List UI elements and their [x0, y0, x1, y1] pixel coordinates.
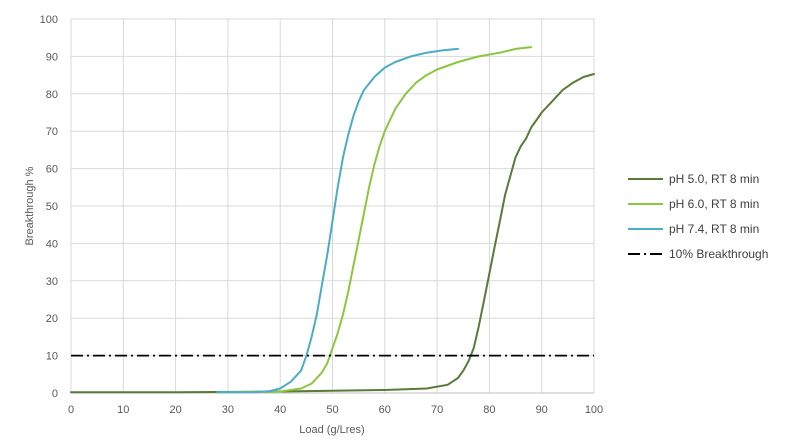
- x-tick-label: 100: [585, 404, 603, 416]
- x-tick-label: 40: [274, 404, 286, 416]
- y-tick-label: 20: [46, 313, 58, 325]
- legend-label-0: pH 5.0, RT 8 min: [669, 172, 759, 186]
- x-tick-label: 60: [379, 404, 391, 416]
- legend-label-2: pH 7.4, RT 8 min: [669, 222, 759, 236]
- legend-label-3: 10% Breakthrough: [669, 247, 768, 261]
- series-line-2: [216, 47, 459, 394]
- legend: pH 5.0, RT 8 min pH 6.0, RT 8 min pH 7.4, …: [628, 172, 768, 261]
- y-tick-label: 0: [52, 388, 58, 400]
- x-tick-label: 20: [169, 404, 181, 416]
- y-tick-label: 70: [46, 126, 58, 138]
- x-tick-label: 0: [68, 404, 74, 416]
- y-axis-ticks: 0 10 20 30 40 50 60 70 80 90 100: [40, 14, 58, 400]
- y-tick-label: 100: [40, 14, 58, 26]
- y-tick-label: 90: [46, 51, 58, 63]
- series-lines: [70, 46, 595, 394]
- y-tick-label: 50: [46, 201, 58, 213]
- x-tick-label: 30: [222, 404, 234, 416]
- x-tick-label: 70: [431, 404, 443, 416]
- x-axis-title: Load (g/Lres): [299, 424, 364, 436]
- y-tick-label: 10: [46, 351, 58, 363]
- legend-label-1: pH 6.0, RT 8 min: [669, 197, 759, 211]
- y-tick-label: 80: [46, 89, 58, 101]
- x-tick-label: 80: [483, 404, 495, 416]
- series-line-1: [216, 46, 533, 394]
- y-axis-title: Breakthrough %: [24, 166, 36, 245]
- y-tick-label: 40: [46, 238, 58, 250]
- x-tick-label: 90: [536, 404, 548, 416]
- y-tick-label: 30: [46, 276, 58, 288]
- grid: [70, 18, 595, 394]
- x-axis-ticks: 0 10 20 30 40 50 60 70 80 90 100: [68, 404, 603, 416]
- y-tick-label: 60: [46, 164, 58, 176]
- series-line-0: [70, 73, 595, 394]
- x-tick-label: 10: [117, 404, 129, 416]
- x-tick-label: 50: [326, 404, 338, 416]
